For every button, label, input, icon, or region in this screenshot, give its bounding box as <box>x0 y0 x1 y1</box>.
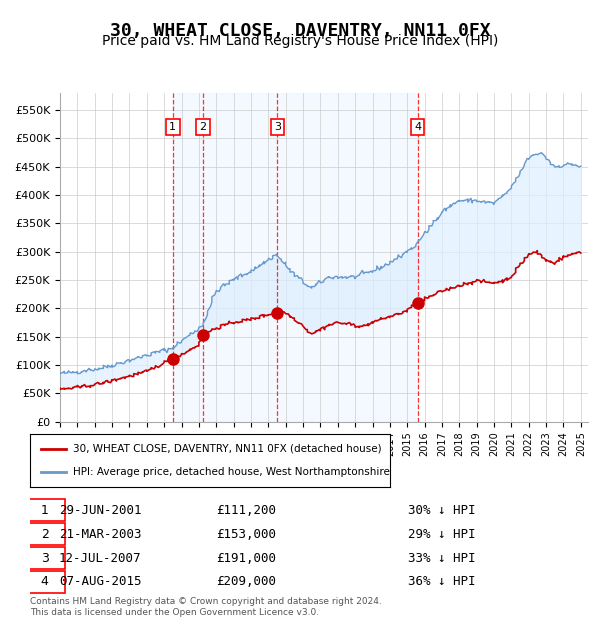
Text: 4: 4 <box>414 122 421 132</box>
Text: 21-MAR-2003: 21-MAR-2003 <box>59 528 142 541</box>
Text: HPI: Average price, detached house, West Northamptonshire: HPI: Average price, detached house, West… <box>73 467 390 477</box>
Text: 36% ↓ HPI: 36% ↓ HPI <box>408 575 476 588</box>
Text: 29% ↓ HPI: 29% ↓ HPI <box>408 528 476 541</box>
Text: 33% ↓ HPI: 33% ↓ HPI <box>408 552 476 564</box>
Text: 12-JUL-2007: 12-JUL-2007 <box>59 552 142 564</box>
Text: 30, WHEAT CLOSE, DAVENTRY, NN11 0FX: 30, WHEAT CLOSE, DAVENTRY, NN11 0FX <box>110 22 490 40</box>
Text: 07-AUG-2015: 07-AUG-2015 <box>59 575 142 588</box>
FancyBboxPatch shape <box>25 571 65 593</box>
Text: £111,200: £111,200 <box>216 504 276 516</box>
FancyBboxPatch shape <box>25 547 65 569</box>
FancyBboxPatch shape <box>25 500 65 521</box>
Text: 30% ↓ HPI: 30% ↓ HPI <box>408 504 476 516</box>
Text: 30, WHEAT CLOSE, DAVENTRY, NN11 0FX (detached house): 30, WHEAT CLOSE, DAVENTRY, NN11 0FX (det… <box>73 444 382 454</box>
Text: £209,000: £209,000 <box>216 575 276 588</box>
Text: Contains HM Land Registry data © Crown copyright and database right 2024.
This d: Contains HM Land Registry data © Crown c… <box>30 598 382 617</box>
Text: 3: 3 <box>41 552 49 564</box>
Text: Price paid vs. HM Land Registry's House Price Index (HPI): Price paid vs. HM Land Registry's House … <box>102 34 498 48</box>
FancyBboxPatch shape <box>25 523 65 545</box>
Text: 4: 4 <box>41 575 49 588</box>
Text: 2: 2 <box>41 528 49 541</box>
Text: 3: 3 <box>274 122 281 132</box>
Text: 29-JUN-2001: 29-JUN-2001 <box>59 504 142 516</box>
Text: £191,000: £191,000 <box>216 552 276 564</box>
Text: 1: 1 <box>169 122 176 132</box>
Bar <box>173 93 418 422</box>
Text: £153,000: £153,000 <box>216 528 276 541</box>
Text: 2: 2 <box>199 122 206 132</box>
Text: 1: 1 <box>41 504 49 516</box>
